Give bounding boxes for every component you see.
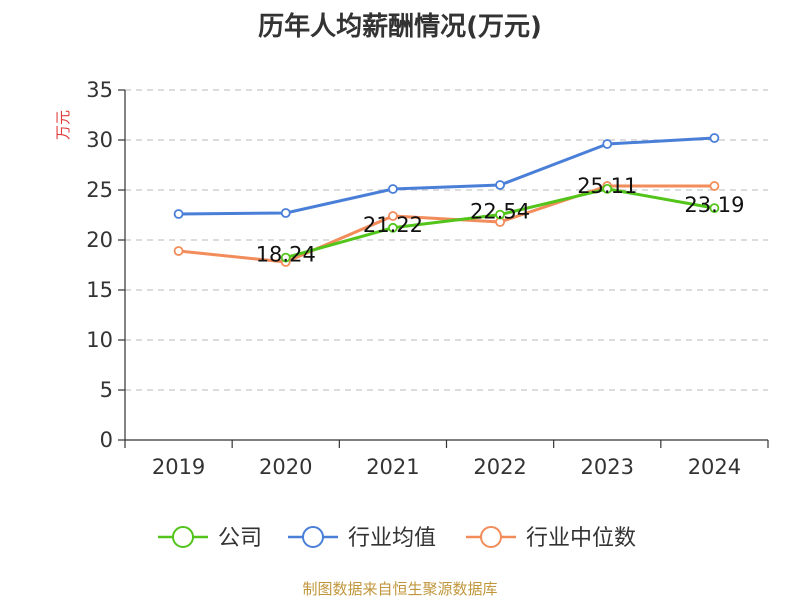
data-point (173, 246, 184, 256)
y-tick-label: 10 (86, 328, 113, 352)
x-tick-label: 2022 (473, 455, 526, 479)
data-point (602, 183, 613, 194)
y-tick-label: 30 (86, 128, 113, 152)
legend-label: 公司 (218, 526, 262, 551)
data-point (388, 222, 398, 233)
legend-marker (480, 526, 502, 548)
x-tick-label: 2019 (152, 455, 205, 479)
legend-marker (172, 526, 194, 548)
legend-label: 行业均值 (348, 526, 436, 551)
data-label: 23.19 (684, 193, 744, 217)
legend: 公司 行业均值 行业中位数 (158, 526, 636, 551)
y-tick-label: 5 (100, 378, 113, 402)
data-point (495, 180, 505, 190)
series-line (178, 184, 715, 264)
data-point (388, 211, 398, 221)
data-label: 22.54 (470, 200, 530, 224)
data-point (709, 181, 720, 191)
x-tick-label: 2020 (259, 455, 312, 479)
data-point (709, 133, 720, 143)
data-point (173, 209, 184, 219)
y-axis-label: 万元 (54, 110, 72, 140)
legend-item: 公司 (158, 526, 262, 551)
series-line (178, 136, 715, 216)
y-tick-label: 20 (86, 228, 113, 252)
x-tick-label: 2023 (581, 455, 634, 479)
data-point (280, 252, 291, 263)
data-point (709, 203, 720, 214)
axes: 0 5 10 15 20 25 30 35 2019 2020 2021 2022 2023 2024 万元 (54, 78, 769, 479)
series-lines (173, 133, 720, 267)
grid-lines (125, 89, 768, 391)
y-tick-label: 0 (100, 428, 113, 452)
data-point (495, 209, 505, 220)
chart-title: 历年人均薪酬情况(万元) (258, 12, 542, 42)
source-note: 制图数据来自恒生聚源数据库 (302, 580, 498, 598)
data-point (602, 139, 613, 149)
data-label: 18.24 (256, 243, 316, 267)
legend-label: 行业中位数 (526, 526, 636, 551)
data-label: 21.22 (363, 213, 423, 237)
legend-item: 行业中位数 (466, 526, 636, 551)
y-tick-label: 25 (86, 178, 113, 202)
legend-marker (302, 526, 324, 548)
x-tick-label: 2024 (688, 455, 741, 479)
data-point (280, 208, 291, 218)
legend-item: 行业均值 (288, 526, 436, 551)
y-tick-label: 15 (86, 278, 113, 302)
data-point (388, 184, 398, 194)
x-tick-label: 2021 (366, 455, 419, 479)
data-labels: 18.24 21.22 22.54 25.11 23.19 (256, 174, 745, 267)
y-tick-label: 35 (86, 78, 113, 102)
data-label: 25.11 (577, 174, 637, 198)
